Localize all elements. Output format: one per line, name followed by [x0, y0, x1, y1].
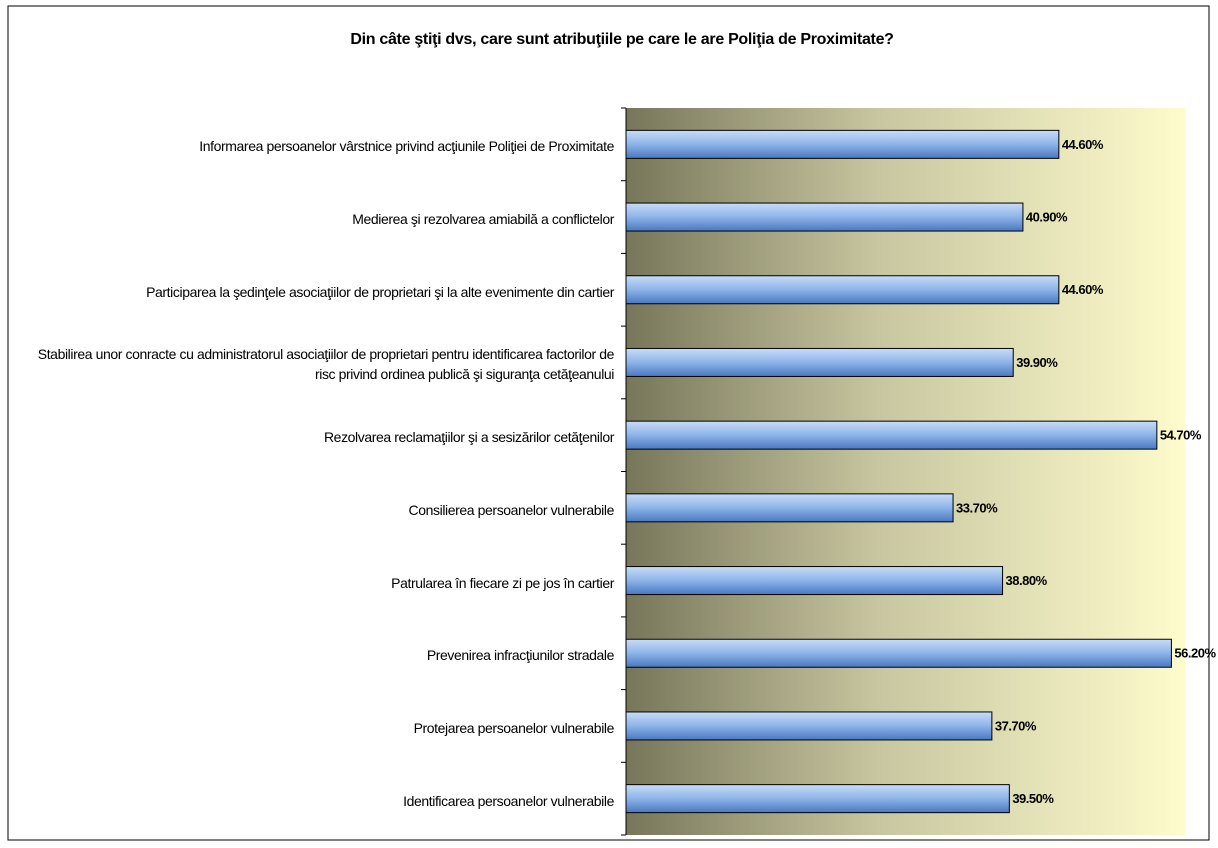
data-label: 33.70% [956, 500, 998, 515]
chart-title: Din câte ştiţi dvs, care sunt atribuţiil… [350, 31, 893, 48]
y-tick-label: Consilierea persoanelor vulnerabile [408, 501, 615, 518]
data-label: 39.50% [1012, 791, 1054, 806]
y-tick-label: Medierea şi rezolvarea amiabilă a confli… [352, 211, 614, 228]
data-label: 39.90% [1016, 355, 1058, 370]
bar [625, 566, 1004, 596]
y-tick-label: Informarea persoanelor vârstnice privind… [199, 138, 614, 155]
bar [625, 784, 1010, 814]
data-label: 44.60% [1062, 282, 1104, 297]
data-label: 54.70% [1160, 428, 1202, 443]
bar [625, 129, 1060, 159]
data-label: 44.60% [1062, 137, 1104, 152]
y-tick-label: Stabilirea unor conracte cu administrato… [37, 346, 615, 383]
bar [625, 275, 1060, 305]
y-tick-label: Prevenirea infracţiunilor stradale [426, 647, 615, 664]
bar [625, 420, 1158, 450]
bar [625, 347, 1014, 377]
bar [625, 711, 993, 741]
data-label: 56.20% [1174, 646, 1216, 661]
bar [625, 493, 954, 523]
y-tick-label: Rezolvarea reclamaţiilor şi a sesizărilo… [323, 429, 614, 446]
bar [625, 638, 1172, 668]
data-label: 38.80% [1006, 573, 1048, 588]
data-label: 40.90% [1026, 209, 1068, 224]
y-tick-label: Participarea la şedinţele asociaţiilor d… [146, 283, 614, 300]
y-tick-label: Identificarea persoanelor vulnerabile [403, 792, 614, 809]
y-tick-label: Patrularea în fiecare zi pe jos în carti… [391, 574, 614, 591]
data-label: 37.70% [995, 718, 1037, 733]
bar [625, 202, 1024, 232]
y-tick-label: Protejarea persoanelor vulnerabile [413, 719, 615, 736]
